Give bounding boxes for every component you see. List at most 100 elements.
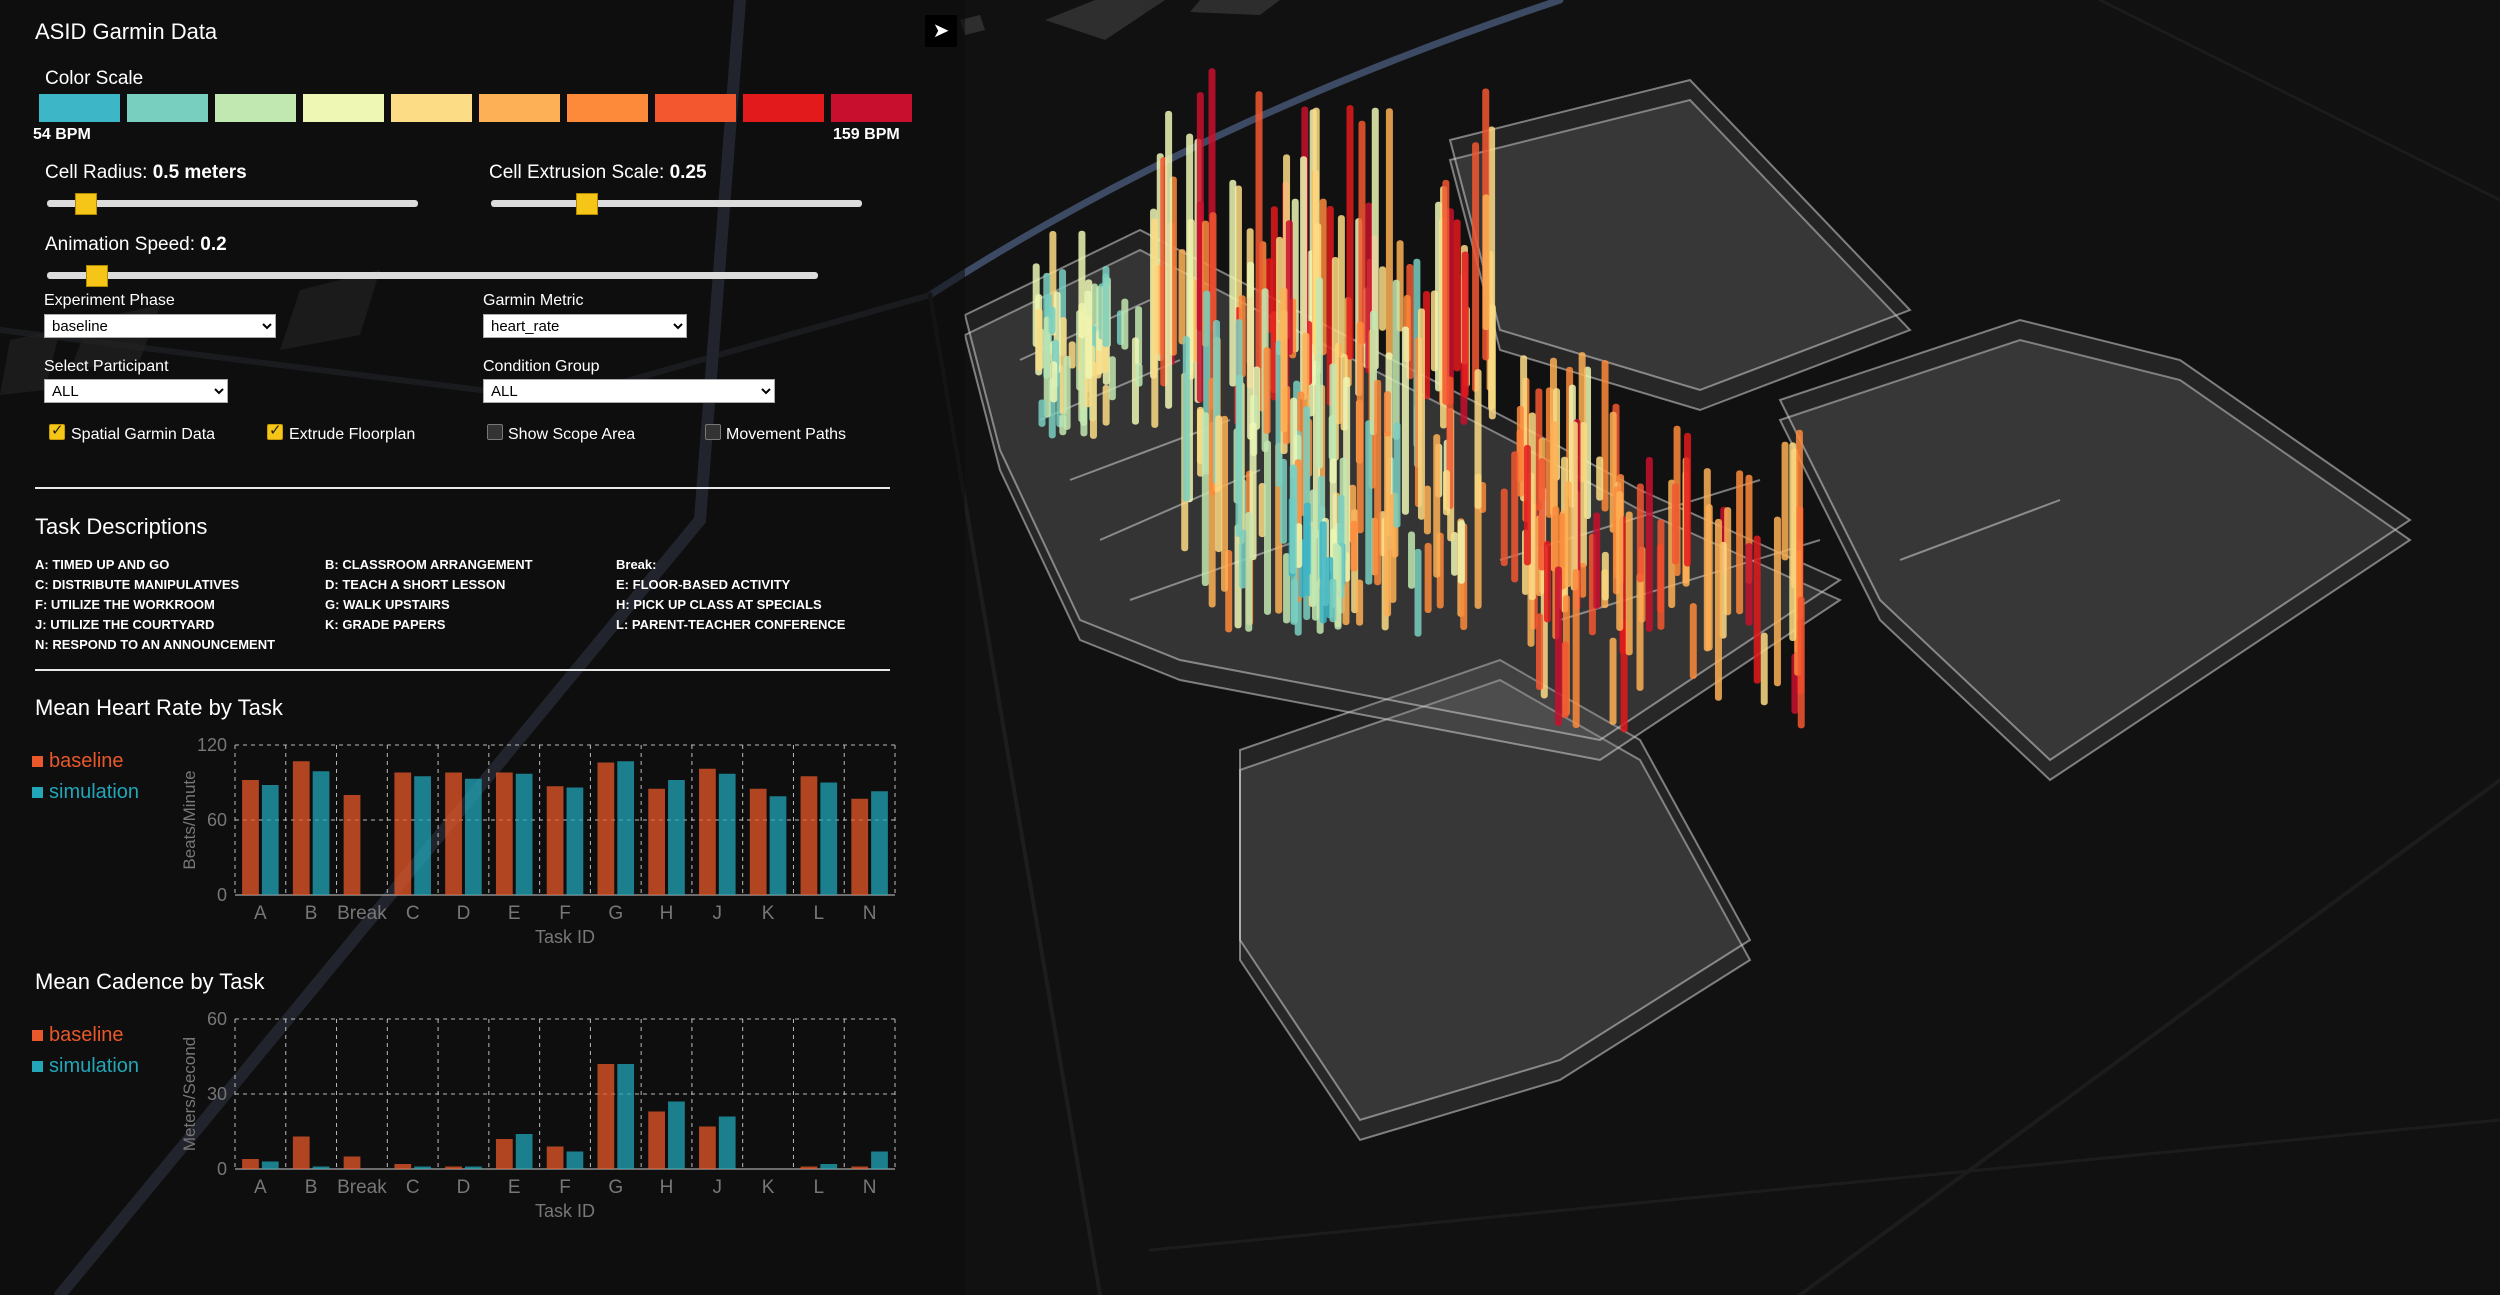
participant-select[interactable]: ALL [44,379,228,403]
bar-simulation[interactable] [515,1134,533,1169]
bar-simulation[interactable] [668,780,685,895]
bar-simulation[interactable] [464,778,482,895]
heart-rate-legend-simulation[interactable]: simulation [32,781,139,804]
extrude-floorplan-checkbox[interactable] [267,421,283,440]
bar-baseline[interactable] [648,788,666,895]
x-tick-label: H [660,1177,674,1198]
bar-baseline[interactable] [292,1136,310,1170]
x-tick-label: N [863,1177,877,1198]
animation-speed-slider-handle[interactable] [86,265,108,287]
bar-baseline[interactable] [851,798,869,895]
bar-simulation[interactable] [414,1166,431,1170]
heart-rate-cell [1356,579,1364,626]
x-tick-label: K [762,903,775,924]
garmin-metric-select[interactable]: heart_rate [483,314,687,338]
bar-baseline[interactable] [800,1166,818,1170]
bar-simulation[interactable] [718,773,736,895]
bar-simulation[interactable] [261,1161,279,1170]
bar-simulation[interactable] [261,785,279,895]
bar-baseline[interactable] [495,1139,513,1169]
heart-rate-cell [1636,573,1644,691]
cell-radius-label: Cell Radius: 0.5 meters [45,162,247,183]
bar-baseline[interactable] [445,772,462,896]
bar-simulation[interactable] [769,796,787,895]
heart-rate-cell [1247,261,1255,440]
heart-rate-cell [1684,432,1692,567]
bar-baseline[interactable] [292,761,310,895]
bar-simulation[interactable] [312,771,330,895]
task-id: N: [35,637,49,652]
bar-baseline[interactable] [800,776,818,895]
bar-baseline[interactable] [749,788,767,895]
bar-baseline[interactable] [495,772,513,896]
animation-speed-slider[interactable] [47,272,818,279]
cell-radius-slider-handle[interactable] [75,193,97,215]
heart-rate-cell [1102,266,1110,347]
bar-simulation[interactable] [617,761,635,895]
bar-baseline[interactable] [648,1111,666,1170]
movement-paths-checkbox[interactable] [705,424,721,440]
heart-rate-cell [1760,632,1768,706]
bar-simulation[interactable] [668,1101,685,1170]
bar-simulation[interactable] [414,776,431,895]
bar-baseline[interactable] [394,772,412,896]
bar-baseline[interactable] [851,1166,869,1170]
bar-simulation[interactable] [820,1164,838,1169]
cadence-legend-baseline[interactable]: baseline [32,1024,124,1047]
spatial-garmin-checkbox[interactable] [49,421,65,440]
y-tick-label: 0 [217,885,227,905]
cell-radius-slider[interactable] [47,200,418,207]
cell-extrusion-slider-handle[interactable] [576,193,598,215]
color-scale-swatch [127,94,208,122]
task-id: F: [35,597,48,612]
experiment-phase-select[interactable]: baseline [44,314,276,338]
bar-simulation[interactable] [566,1151,584,1170]
task-item: A: TIMED UP AND GO [35,557,169,572]
condition-group-label: Condition Group [483,358,600,375]
bar-baseline[interactable] [597,762,615,896]
bar-baseline[interactable] [343,795,361,895]
bar-simulation[interactable] [515,773,533,895]
color-scale-swatch [743,94,824,122]
color-scale-swatch [567,94,648,122]
heart-rate-cell [1063,355,1071,430]
heart-rate-cell [1392,279,1400,440]
bar-simulation[interactable] [312,1166,330,1170]
heart-rate-cell [1078,230,1086,339]
condition-group-select[interactable]: ALL [483,379,775,403]
heart-rate-cell [1511,451,1519,583]
heart-rate-cell [1636,483,1644,583]
heart-rate-cell [1488,304,1496,420]
heart-rate-cell [1536,613,1544,691]
bar-simulation[interactable] [617,1064,635,1169]
heart-rate-cell [1329,578,1337,623]
x-tick-label: L [814,903,825,924]
bar-simulation[interactable] [820,782,838,896]
bar-baseline[interactable] [699,1126,716,1170]
cadence-legend-simulation[interactable]: simulation [32,1055,139,1078]
bar-baseline[interactable] [394,1164,412,1169]
bar-baseline[interactable] [445,1166,462,1170]
cell-extrusion-slider[interactable] [491,200,862,207]
bar-baseline[interactable] [546,786,564,895]
bar-simulation[interactable] [718,1116,736,1170]
collapse-panel-button[interactable]: ➤ [925,15,957,47]
heart-rate-cell [1671,483,1679,565]
bar-baseline[interactable] [343,1156,361,1170]
bar-baseline[interactable] [597,1064,615,1169]
y-tick-label: 60 [207,1009,227,1029]
heart-rate-cell [1255,91,1263,369]
task-name: RESPOND TO AN ANNOUNCEMENT [52,637,276,652]
bar-simulation[interactable] [464,1166,482,1170]
heart-rate-cell [1182,336,1190,502]
heart-rate-legend-baseline[interactable]: baseline [32,750,124,773]
task-item: J: UTILIZE THE COURTYARD [35,617,214,632]
bar-simulation[interactable] [871,1151,888,1170]
bar-baseline[interactable] [242,780,259,895]
bar-baseline[interactable] [699,768,716,895]
bar-baseline[interactable] [242,1159,259,1169]
bar-baseline[interactable] [546,1146,564,1170]
show-scope-checkbox[interactable] [487,424,503,440]
bar-simulation[interactable] [871,791,888,895]
bar-simulation[interactable] [566,787,584,896]
